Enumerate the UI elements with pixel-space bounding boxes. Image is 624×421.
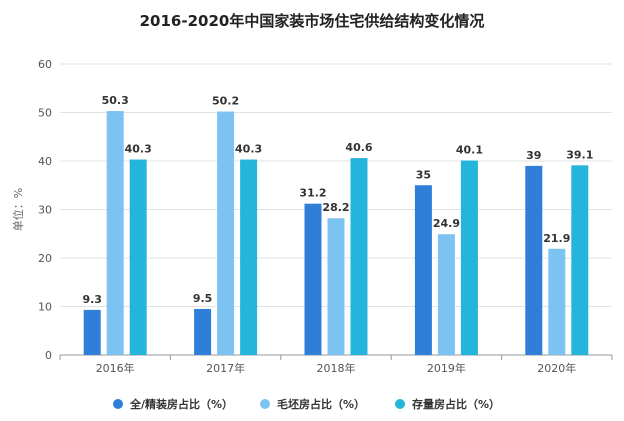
chart-title: 2016-2020年中国家装市场住宅供给结构变化情况	[139, 12, 485, 30]
data-label: 40.6	[345, 141, 372, 154]
data-label: 21.9	[543, 232, 570, 245]
data-label: 40.1	[456, 144, 483, 157]
y-tick-label: 50	[38, 107, 52, 120]
legend-marker	[113, 399, 123, 409]
data-label: 39	[526, 149, 541, 162]
data-label: 50.2	[212, 95, 239, 108]
data-label: 39.1	[566, 148, 593, 161]
y-tick-label: 40	[38, 155, 52, 168]
bar	[83, 309, 101, 355]
bar	[460, 160, 478, 355]
data-label: 40.3	[235, 143, 262, 156]
x-tick-label: 2016年	[96, 361, 135, 375]
y-tick-label: 0	[45, 349, 52, 362]
y-tick-label: 20	[38, 252, 52, 265]
legend-marker	[260, 399, 270, 409]
bar	[571, 165, 589, 355]
y-tick-label: 10	[38, 301, 52, 314]
legend-label: 存量房占比（%）	[412, 397, 500, 411]
bar	[304, 203, 322, 355]
legend-marker	[395, 399, 405, 409]
x-tick-label: 2019年	[427, 361, 466, 375]
bar	[437, 234, 455, 355]
legend-label: 毛坯房占比（%）	[277, 397, 365, 411]
data-label: 40.3	[125, 143, 152, 156]
x-tick-label: 2020年	[537, 361, 576, 375]
bar	[129, 159, 147, 355]
data-label: 31.2	[299, 187, 326, 200]
data-label: 35	[416, 168, 431, 181]
legend-label: 全/精装房占比（%）	[129, 397, 233, 411]
bar	[414, 185, 432, 355]
y-axis-label: 单位：%	[11, 188, 25, 231]
bar	[525, 165, 543, 355]
y-tick-label: 30	[38, 204, 52, 217]
data-label: 28.2	[322, 201, 349, 214]
data-label: 9.5	[193, 292, 213, 305]
bar	[194, 308, 212, 355]
data-label: 50.3	[102, 94, 129, 107]
data-label: 9.3	[82, 293, 102, 306]
x-tick-label: 2017年	[206, 361, 245, 375]
bar	[106, 111, 124, 355]
bar	[240, 159, 258, 355]
bar	[350, 158, 368, 355]
y-tick-label: 60	[38, 58, 52, 71]
data-label: 24.9	[433, 217, 460, 230]
bar	[548, 248, 566, 355]
bar	[217, 111, 235, 355]
bar	[327, 218, 345, 355]
x-tick-label: 2018年	[317, 361, 356, 375]
